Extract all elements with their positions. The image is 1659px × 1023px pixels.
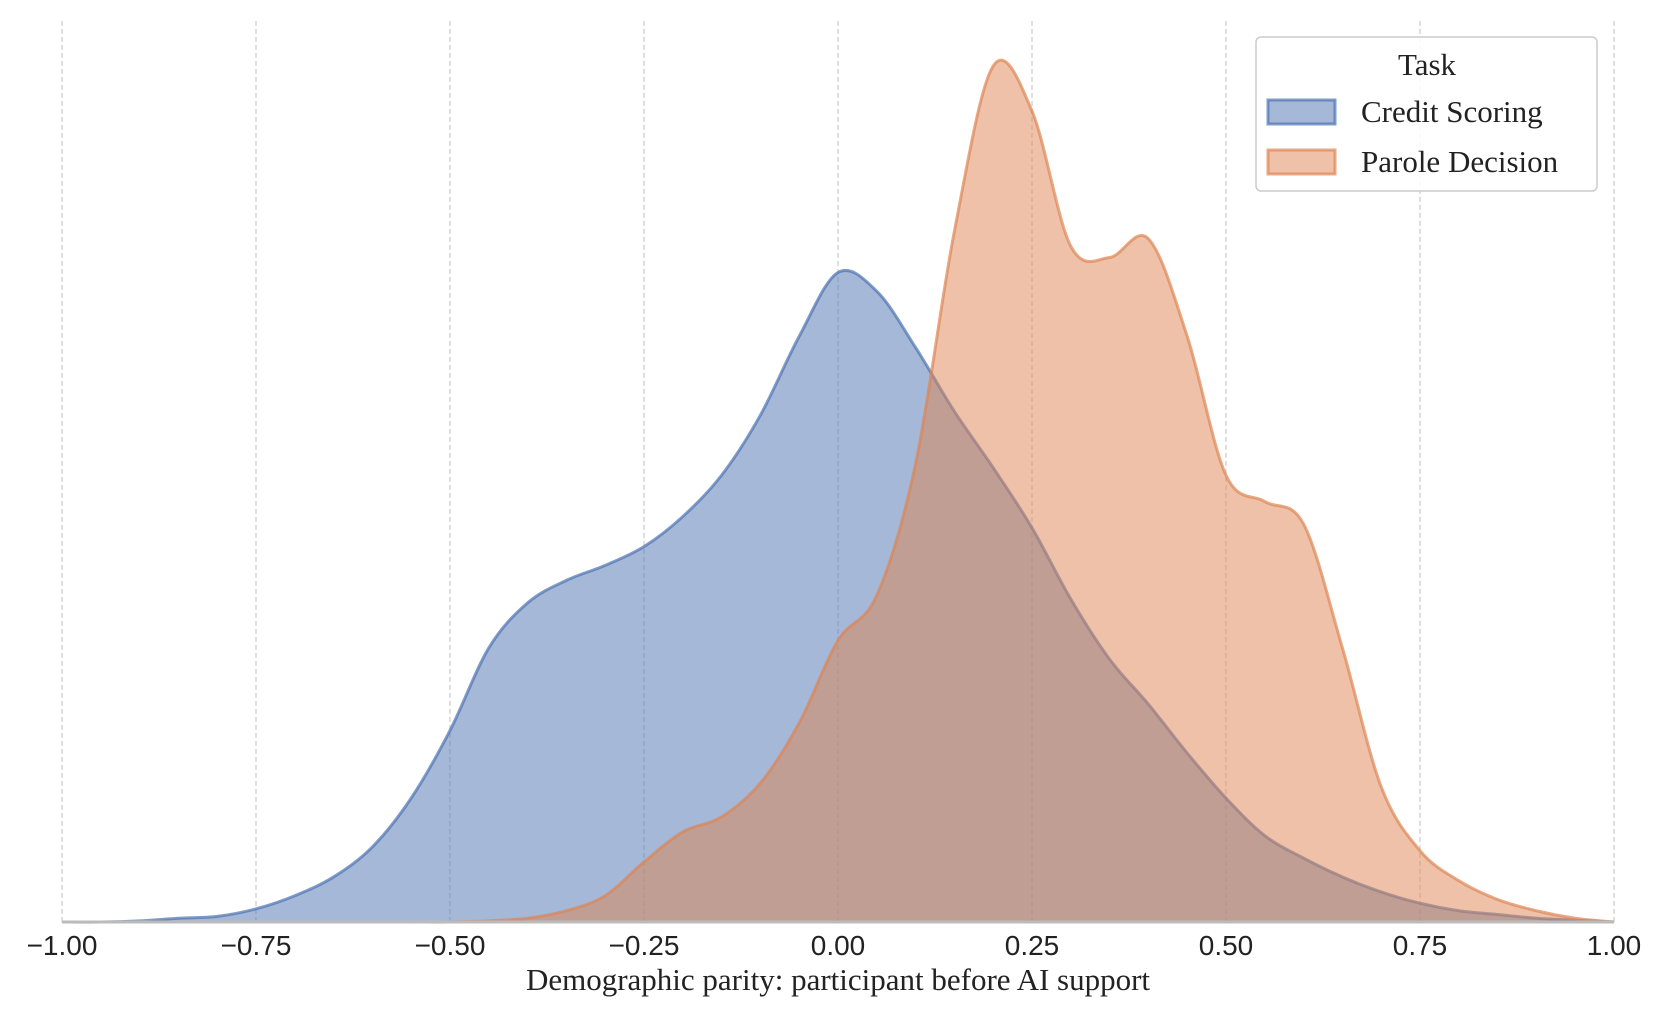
legend-swatch: [1266, 98, 1337, 126]
x-tick-label: 0.00: [811, 930, 866, 961]
x-tick-label: 0.25: [1005, 930, 1060, 961]
x-tick-label: −1.00: [27, 930, 98, 961]
x-tick-label: 0.75: [1393, 930, 1448, 961]
legend-label: Parole Decision: [1361, 144, 1559, 179]
x-tick-label: −0.50: [415, 930, 486, 961]
x-tick-label: −0.75: [221, 930, 292, 961]
x-axis-label: Demographic parity: participant before A…: [526, 962, 1150, 997]
legend: Task Credit Scoring Parole Decision: [1255, 36, 1598, 192]
density-area: [62, 270, 1614, 923]
legend-title: Task: [1398, 47, 1457, 82]
x-tick-label: 1.00: [1587, 930, 1642, 961]
x-tick-label: 0.50: [1199, 930, 1254, 961]
legend-box: [1255, 36, 1598, 192]
legend-swatch: [1266, 148, 1337, 176]
x-tick-label: −0.25: [609, 930, 680, 961]
legend-label: Credit Scoring: [1361, 94, 1543, 129]
density-area: [62, 60, 1614, 923]
